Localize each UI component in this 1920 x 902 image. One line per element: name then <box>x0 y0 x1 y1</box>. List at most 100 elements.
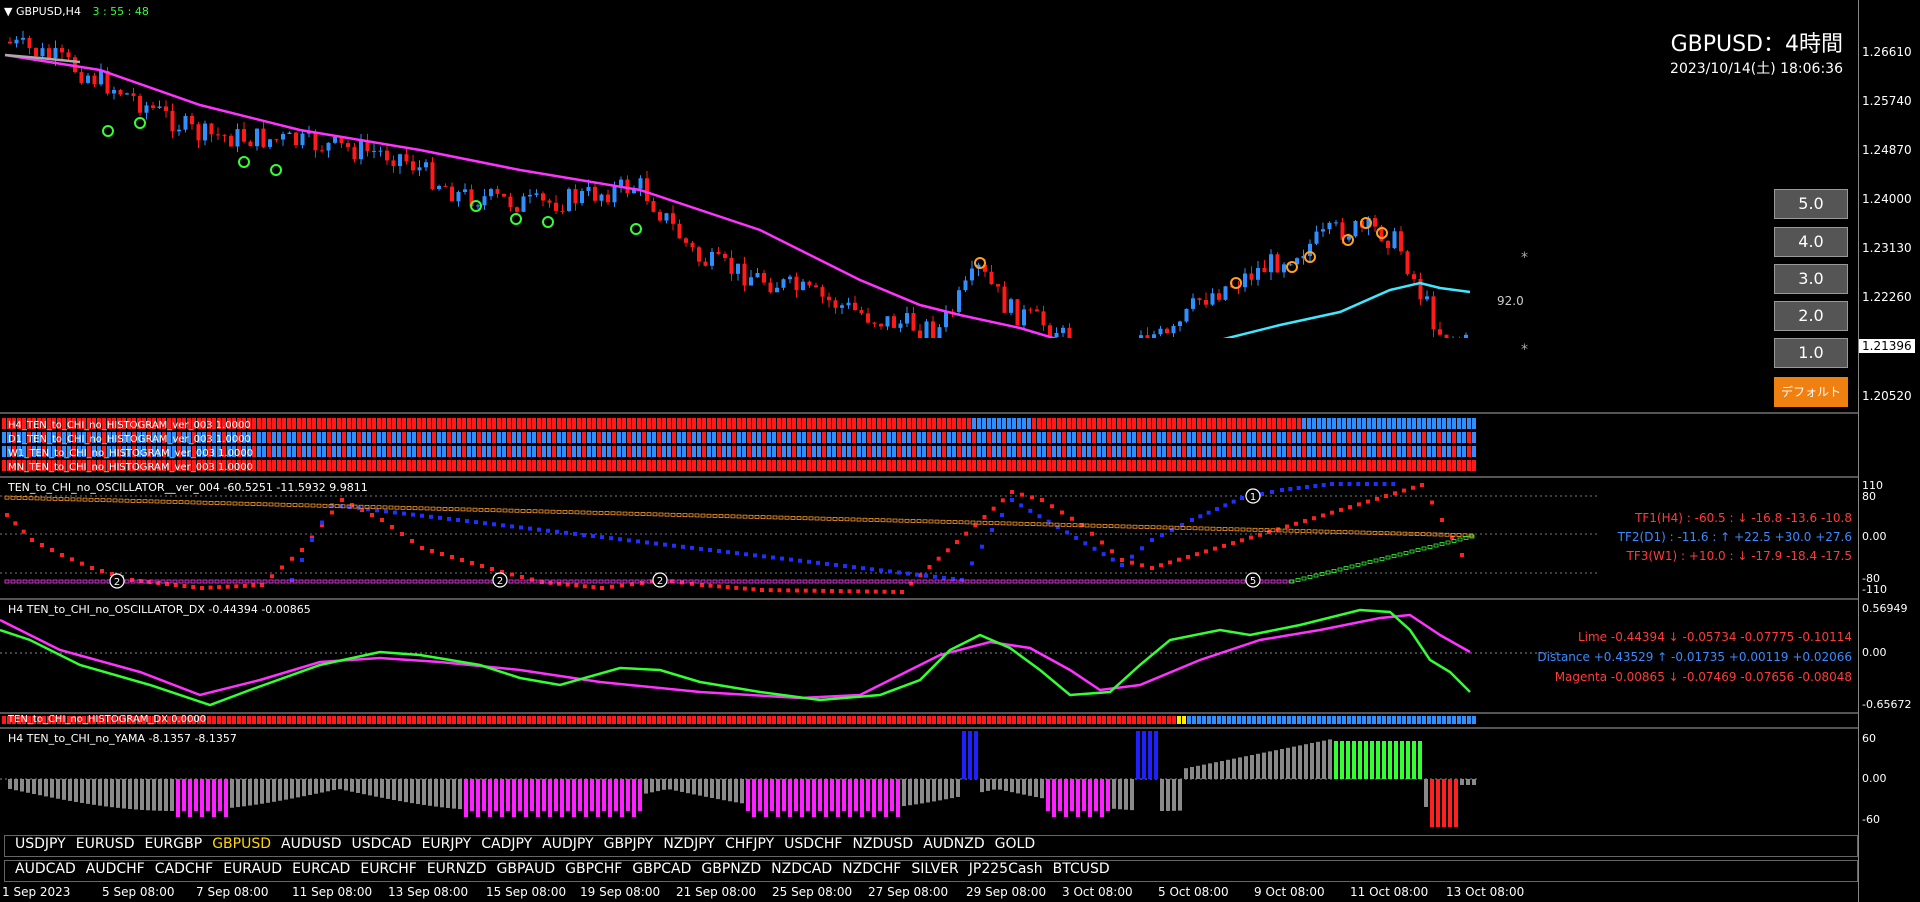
histogram-bar <box>602 418 606 429</box>
histogram-bar <box>1267 446 1271 457</box>
pane-separator[interactable] <box>0 598 1858 600</box>
scale-button-5[interactable]: 5.0 <box>1774 189 1848 219</box>
histogram-dx-bar <box>1212 716 1216 724</box>
symbol-button-cadchf[interactable]: CADCHF <box>154 861 214 877</box>
dx-axis-label: 0.56949 <box>1862 602 1908 615</box>
yama-bar <box>602 779 606 811</box>
symbol-button-jp225cash[interactable]: JP225Cash <box>968 861 1043 877</box>
histogram-bar <box>427 418 431 429</box>
symbol-button-cadjpy[interactable]: CADJPY <box>481 836 533 852</box>
histogram-bar <box>677 446 681 457</box>
osc-tf2-dot <box>1294 528 1300 533</box>
symbol-button-nzdjpy[interactable]: NZDJPY <box>663 836 715 852</box>
scale-button-1[interactable]: 1.0 <box>1774 338 1848 368</box>
histogram-bar <box>727 446 731 457</box>
candle-body <box>1191 298 1195 309</box>
symbol-button-eurusd[interactable]: EURUSD <box>75 836 135 852</box>
histogram-bar <box>167 460 171 471</box>
pane-separator[interactable] <box>0 712 1858 714</box>
symbol-button-audchf[interactable]: AUDCHF <box>85 861 145 877</box>
histogram-bar <box>302 418 306 429</box>
symbol-button-euraud[interactable]: EURAUD <box>223 861 283 877</box>
yama-bar <box>326 779 330 792</box>
pane-separator[interactable] <box>0 476 1858 478</box>
histogram-dx-bar <box>1027 716 1031 724</box>
symbol-button-gbpcad[interactable]: GBPCAD <box>632 861 692 877</box>
symbol-button-silver[interactable]: SILVER <box>911 861 959 877</box>
symbol-button-usdcad[interactable]: USDCAD <box>351 836 412 852</box>
histogram-bar <box>867 432 871 443</box>
yama-bar <box>1412 741 1416 779</box>
osc-tf3-dot <box>202 579 208 584</box>
symbol-button-gbpchf[interactable]: GBPCHF <box>565 861 623 877</box>
histogram-bar <box>1042 460 1046 471</box>
candle-body <box>625 179 630 194</box>
osc-tf3-dot <box>1144 579 1150 584</box>
histogram-bar <box>482 460 486 471</box>
dropdown-triangle-icon[interactable]: ▼ <box>4 5 13 18</box>
histogram-dx-bar <box>432 716 436 724</box>
symbol-button-gbpnzd[interactable]: GBPNZD <box>701 861 762 877</box>
candle-body <box>846 302 851 306</box>
histogram-dx-bar <box>487 716 491 724</box>
symbol-button-audnzd[interactable]: AUDNZD <box>923 836 985 852</box>
scale-button-3[interactable]: 3.0 <box>1774 264 1848 294</box>
symbol-button-audusd[interactable]: AUDUSD <box>281 836 342 852</box>
histogram-bar <box>1182 446 1186 457</box>
osc-tf2-dot <box>346 504 352 509</box>
osc-tf2-dot <box>748 514 754 519</box>
candle-body <box>495 189 500 194</box>
histogram-bar <box>1412 446 1416 457</box>
symbol-button-btcusd[interactable]: BTCUSD <box>1052 861 1110 877</box>
histogram-bar <box>72 432 76 443</box>
histogram-bar <box>1207 446 1211 457</box>
histogram-bar <box>477 418 481 429</box>
histogram-bar <box>1017 432 1021 443</box>
yama-bar <box>506 779 510 811</box>
symbol-button-eurgbp[interactable]: EURGBP <box>144 836 203 852</box>
symbol-button-nzdchf[interactable]: NZDCHF <box>842 861 902 877</box>
histogram-bar <box>1067 446 1071 457</box>
symbol-button-audjpy[interactable]: AUDJPY <box>542 836 594 852</box>
symbol-button-eurchf[interactable]: EURCHF <box>360 861 417 877</box>
histogram-dx-bar <box>1242 716 1246 724</box>
osc-tf3-dot <box>1132 579 1138 584</box>
histogram-bar <box>947 460 951 471</box>
symbol-button-chfjpy[interactable]: CHFJPY <box>724 836 775 852</box>
symbol-button-gbpaud[interactable]: GBPAUD <box>496 861 556 877</box>
candle-body <box>859 310 864 314</box>
histogram-bar <box>907 446 911 457</box>
histogram-dx-bar <box>1407 716 1411 724</box>
scale-button-4[interactable]: 4.0 <box>1774 227 1848 257</box>
histogram-bar <box>132 418 136 429</box>
symbol-button-usdchf[interactable]: USDCHF <box>784 836 843 852</box>
symbol-button-gbpusd[interactable]: GBPUSD <box>212 836 271 852</box>
osc-dot-blue <box>1330 482 1334 486</box>
histogram-bar <box>697 418 701 429</box>
symbol-button-eurnzd[interactable]: EURNZD <box>426 861 487 877</box>
pane-separator[interactable] <box>0 412 1858 414</box>
histogram-bar <box>1282 418 1286 429</box>
symbol-button-nzdusd[interactable]: NZDUSD <box>852 836 914 852</box>
symbol-button-usdjpy[interactable]: USDJPY <box>15 836 66 852</box>
yama-bar <box>866 779 870 811</box>
osc-tf3-dot <box>958 579 964 584</box>
osc-tf3-dot <box>460 579 466 584</box>
symbol-button-gbpjpy[interactable]: GBPJPY <box>603 836 654 852</box>
symbol-button-gold[interactable]: GOLD <box>994 836 1036 852</box>
symbol-button-eurjpy[interactable]: EURJPY <box>421 836 472 852</box>
osc-tf2-dot <box>886 518 892 523</box>
yama-bar <box>1454 779 1458 827</box>
pane-separator[interactable] <box>0 727 1858 729</box>
symbol-button-eurcad[interactable]: EURCAD <box>292 861 351 877</box>
symbol-button-nzdcad[interactable]: NZDCAD <box>771 861 833 877</box>
histogram-bar <box>402 460 406 471</box>
time-label: 11 Oct 08:00 <box>1350 885 1429 899</box>
osc-dot-blue <box>429 514 433 519</box>
histogram-bar <box>652 446 656 457</box>
scale-button-2[interactable]: 2.0 <box>1774 301 1848 331</box>
symbol-button-audcad[interactable]: AUDCAD <box>15 861 76 877</box>
histogram-bar <box>62 418 66 429</box>
default-button[interactable]: デフォルト <box>1774 377 1848 407</box>
price-chart-pane[interactable]: ▼ GBPUSD,H4 3 : 55 : 48 GBPUSD：4時間 2023/… <box>0 0 1858 358</box>
